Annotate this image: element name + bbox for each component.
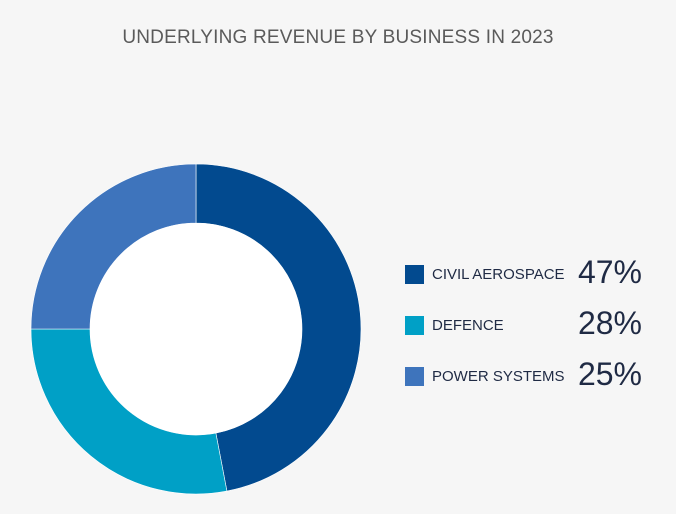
legend: CIVIL AEROSPACE 47% DEFENCE 28% POWER SY… <box>405 254 655 409</box>
legend-swatch <box>405 265 424 284</box>
legend-label: CIVIL AEROSPACE <box>432 266 565 283</box>
chart-title: UNDERLYING REVENUE BY BUSINESS IN 2023 <box>122 27 554 48</box>
legend-swatch <box>405 316 424 335</box>
legend-item-civil-aerospace: CIVIL AEROSPACE 47% <box>405 254 655 307</box>
legend-value: 25% <box>577 356 642 392</box>
legend-item-defence: DEFENCE 28% <box>405 305 655 358</box>
legend-value: 28% <box>577 305 642 341</box>
legend-swatch <box>405 367 424 386</box>
donut-hole <box>90 223 302 435</box>
legend-item-power-systems: POWER SYSTEMS 25% <box>405 356 655 409</box>
legend-label: POWER SYSTEMS <box>432 368 565 385</box>
legend-value: 47% <box>577 254 642 290</box>
legend-label: DEFENCE <box>432 317 504 334</box>
